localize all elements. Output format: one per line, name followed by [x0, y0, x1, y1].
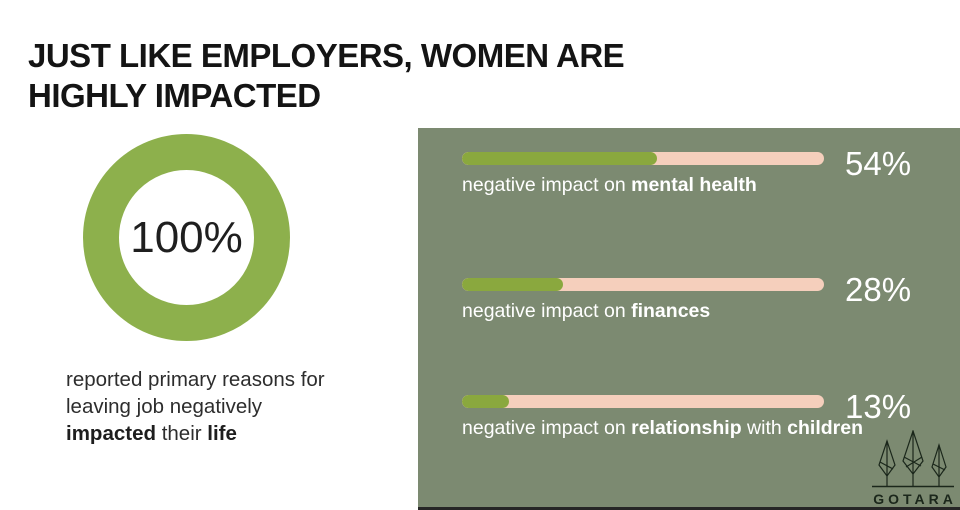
gotara-logo: GOTARA [869, 430, 957, 507]
bar-value: 13% [845, 388, 912, 425]
page-title: JUST LIKE EMPLOYERS, WOMEN ARE HIGHLY IMP… [28, 36, 625, 116]
bar-fill [462, 278, 564, 291]
bar-track [462, 395, 824, 408]
bar-value: 54% [845, 145, 912, 182]
bar-label: negative impact on finances [462, 300, 711, 322]
donut-caption: reported primary reasons for leaving job … [66, 368, 325, 445]
bottom-edge-line [418, 507, 960, 510]
logo-text: GOTARA [873, 491, 957, 507]
bar-value: 28% [845, 271, 912, 308]
bar-track [462, 152, 824, 165]
bar-fill [462, 395, 510, 408]
stats-panel: negative impact on mental health 54% neg… [418, 128, 960, 510]
bar-row-mental-health: negative impact on mental health 54% [462, 145, 960, 196]
title-line-2: HIGHLY IMPACTED [28, 77, 321, 114]
bar-label: negative impact on relationship with chi… [462, 417, 864, 439]
bar-row-finances: negative impact on finances 28% [462, 271, 960, 322]
bar-label: negative impact on mental health [462, 174, 757, 196]
donut-center-value: 100% [130, 212, 243, 262]
bar-track [462, 278, 824, 291]
bar-fill [462, 152, 658, 165]
three-trees-icon [872, 430, 954, 488]
bar-row-relationship-children: negative impact on relationship with chi… [462, 388, 960, 439]
title-line-1: JUST LIKE EMPLOYERS, WOMEN ARE [28, 37, 625, 74]
donut-chart: 100% [83, 134, 290, 341]
